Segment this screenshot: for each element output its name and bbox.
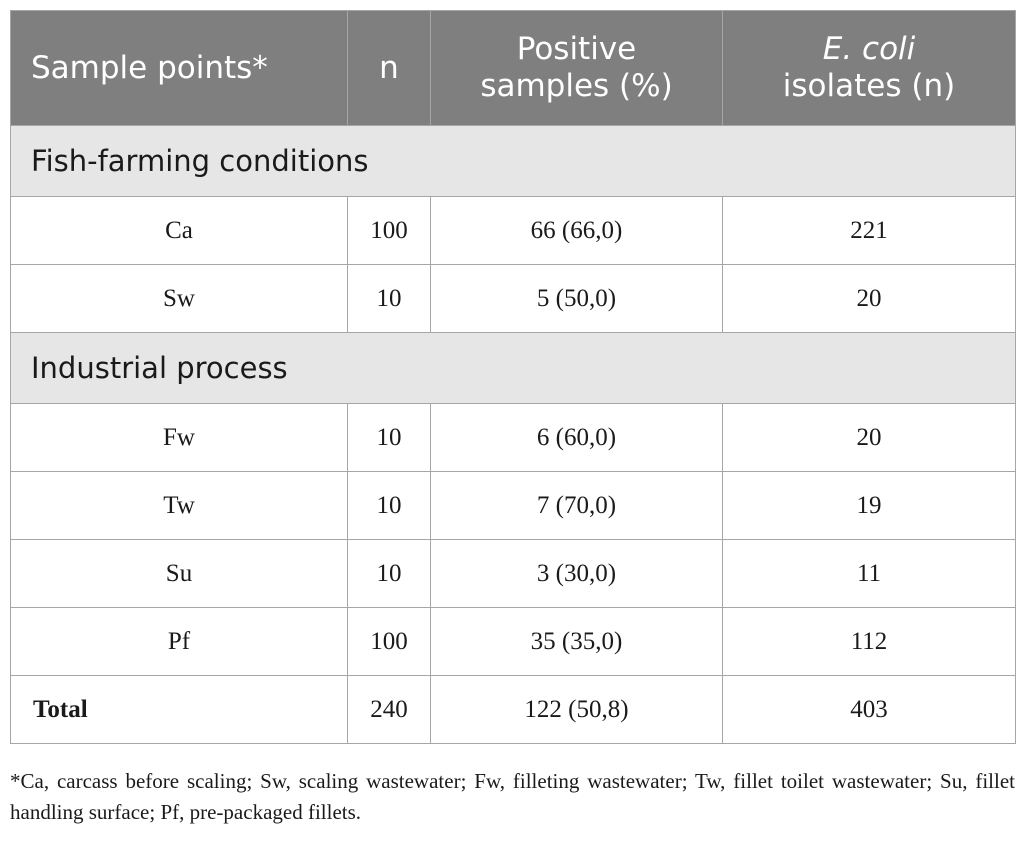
table-row: Fw 10 6 (60,0) 20 [10, 403, 1016, 472]
table-row: Tw 10 7 (70,0) 19 [10, 471, 1016, 540]
cell-n: 100 [347, 607, 431, 676]
cell-sample-point: Tw [10, 471, 348, 540]
cell-sample-point: Su [10, 539, 348, 608]
cell-ecoli-isolates: 112 [722, 607, 1016, 676]
section-title: Industrial process [10, 332, 1016, 404]
cell-n: 10 [347, 471, 431, 540]
table-footnote: *Ca, carcass before scaling; Sw, scaling… [10, 769, 1015, 824]
cell-n: 10 [347, 539, 431, 608]
header-n: n [347, 10, 431, 126]
cell-total-isolates: 403 [722, 675, 1016, 744]
section-row-fish-farming: Fish-farming conditions [10, 125, 1016, 197]
section-title: Fish-farming conditions [10, 125, 1016, 197]
header-ecoli-italic: E. coli [822, 31, 916, 67]
data-table-container: Sample points* n Positive samples (%) E.… [10, 10, 1016, 744]
cell-positive-samples: 66 (66,0) [430, 196, 723, 265]
cell-total-n: 240 [347, 675, 431, 744]
cell-positive-samples: 6 (60,0) [430, 403, 723, 472]
table-header-row: Sample points* n Positive samples (%) E.… [10, 10, 1016, 126]
cell-sample-point: Fw [10, 403, 348, 472]
cell-n: 100 [347, 196, 431, 265]
header-positive-line2: samples (%) [480, 68, 673, 104]
cell-n: 10 [347, 264, 431, 333]
table-row: Su 10 3 (30,0) 11 [10, 539, 1016, 608]
sample-points-table: Sample points* n Positive samples (%) E.… [10, 10, 1016, 744]
table-row: Pf 100 35 (35,0) 112 [10, 607, 1016, 676]
cell-positive-samples: 5 (50,0) [430, 264, 723, 333]
cell-ecoli-isolates: 11 [722, 539, 1016, 608]
total-row: Total 240 122 (50,8) 403 [10, 675, 1016, 744]
header-positive-samples: Positive samples (%) [430, 10, 723, 126]
header-sample-points: Sample points* [10, 10, 348, 126]
cell-sample-point: Sw [10, 264, 348, 333]
cell-sample-point: Pf [10, 607, 348, 676]
cell-ecoli-isolates: 19 [722, 471, 1016, 540]
cell-total-positive: 122 (50,8) [430, 675, 723, 744]
cell-positive-samples: 35 (35,0) [430, 607, 723, 676]
cell-n: 10 [347, 403, 431, 472]
header-ecoli-line2: isolates (n) [782, 68, 956, 104]
table-row: Sw 10 5 (50,0) 20 [10, 264, 1016, 333]
cell-ecoli-isolates: 20 [722, 403, 1016, 472]
cell-sample-point: Ca [10, 196, 348, 265]
header-ecoli-isolates: E. coli isolates (n) [722, 10, 1016, 126]
table-row: Ca 100 66 (66,0) 221 [10, 196, 1016, 265]
cell-positive-samples: 3 (30,0) [430, 539, 723, 608]
cell-total-label: Total [10, 675, 348, 744]
header-positive-line1: Positive [516, 31, 637, 67]
cell-positive-samples: 7 (70,0) [430, 471, 723, 540]
section-row-industrial-process: Industrial process [10, 332, 1016, 404]
cell-ecoli-isolates: 221 [722, 196, 1016, 265]
cell-ecoli-isolates: 20 [722, 264, 1016, 333]
